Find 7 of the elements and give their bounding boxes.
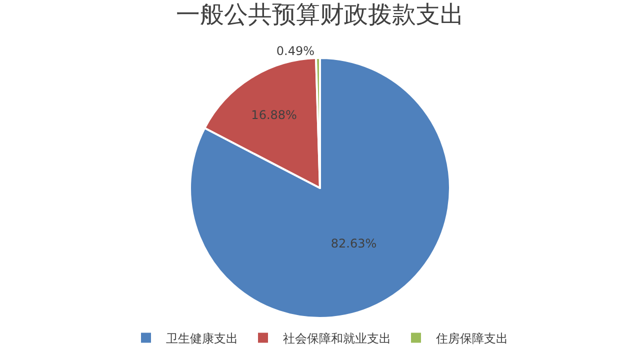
data-label: 16.88% bbox=[251, 108, 297, 122]
chart-title: 一般公共预算财政拨款支出 bbox=[176, 0, 464, 28]
legend-label: 住房保障支出 bbox=[435, 331, 508, 346]
legend-label: 社会保障和就业支出 bbox=[283, 331, 391, 346]
legend-label: 卫生健康支出 bbox=[166, 331, 238, 346]
data-label: 82.63% bbox=[330, 236, 377, 251]
data-label: 0.49% bbox=[276, 44, 314, 58]
